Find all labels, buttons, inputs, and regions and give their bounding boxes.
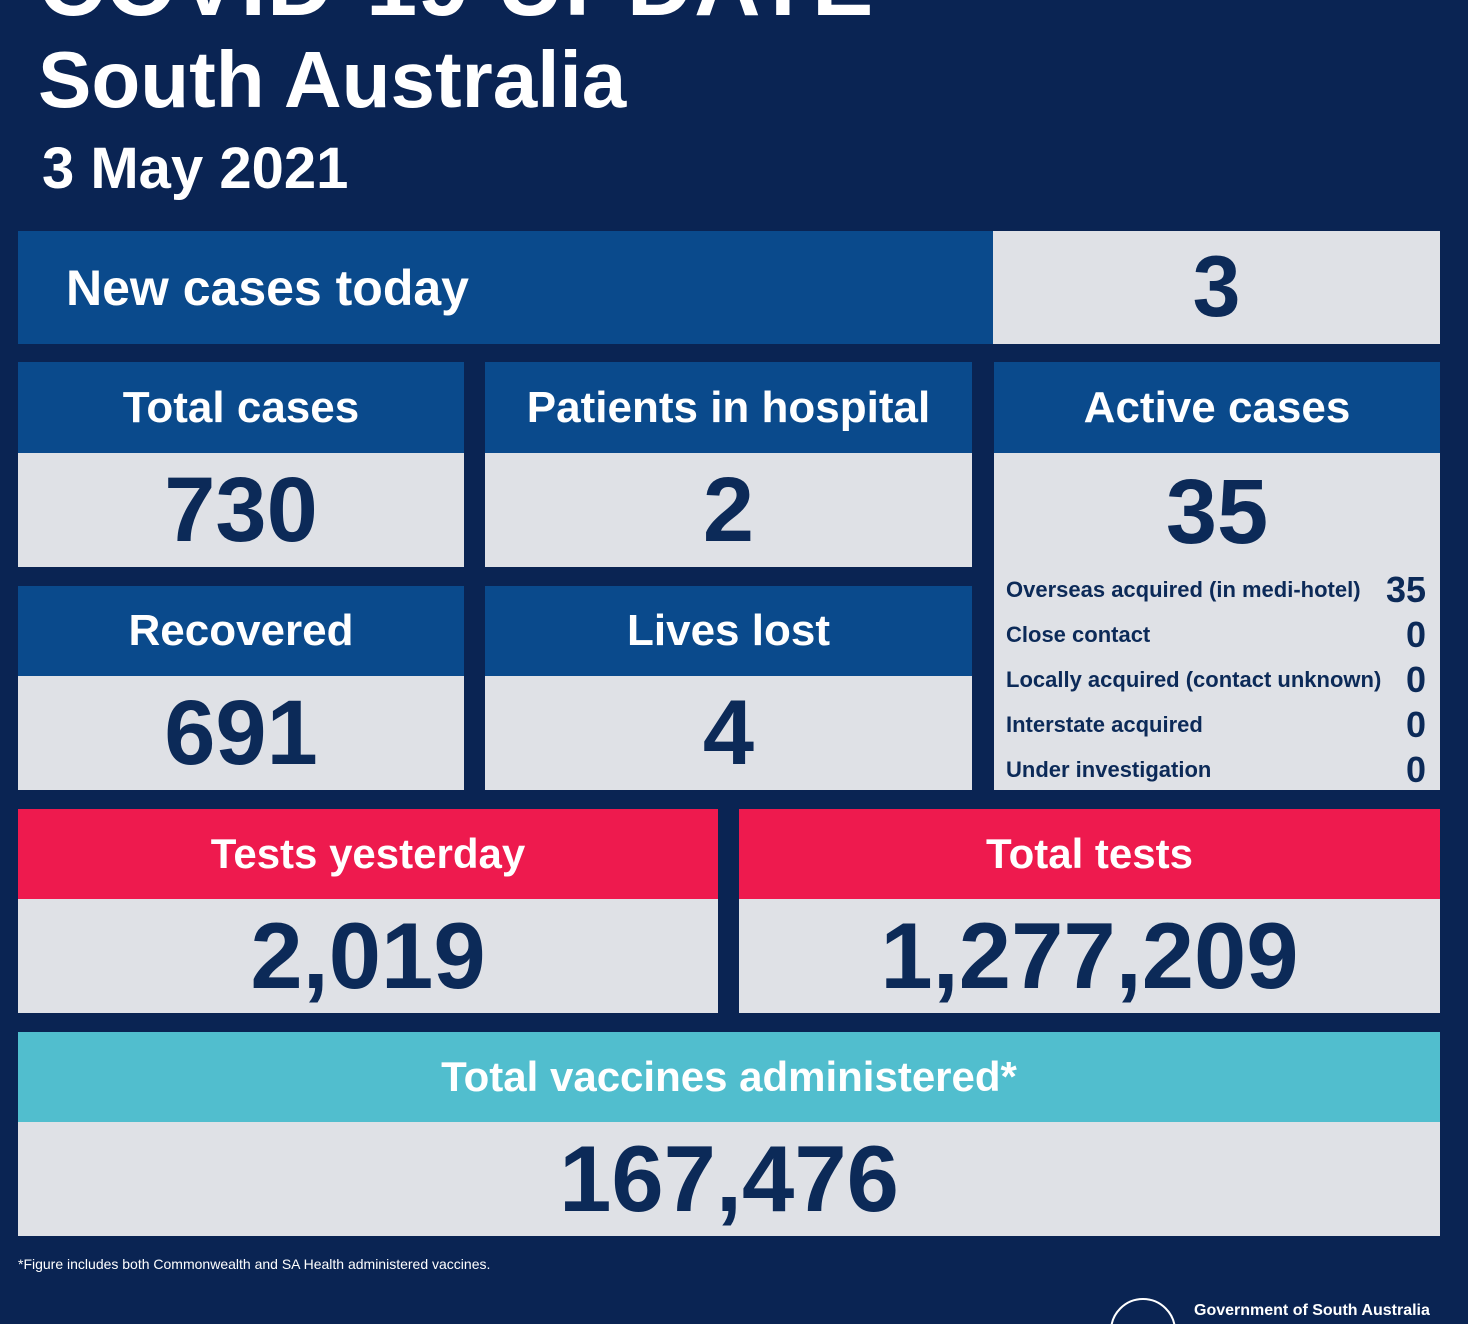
- banner-title: COVID-19 UPDATE: [38, 0, 874, 30]
- tests-yesterday-value: 2,019: [250, 903, 486, 1008]
- breakdown-value: 35: [1385, 569, 1426, 610]
- new-cases-panel: 3: [993, 231, 1440, 344]
- active-cases-value: 35: [1165, 460, 1269, 563]
- new-cases-label-bar: New cases today: [18, 231, 993, 344]
- hospital-label: Patients in hospital: [526, 382, 931, 432]
- breakdown-label: Locally acquired (contact unknown): [1006, 667, 1382, 692]
- breakdown-row-under-investigation: Under investigation 0: [1006, 749, 1426, 790]
- total-tests-panel: 1,277,209: [739, 899, 1440, 1013]
- page-title: South Australia: [38, 35, 627, 124]
- breakdown-row-locally-acquired: Locally acquired (contact unknown) 0: [1006, 659, 1426, 700]
- breakdown-value: 0: [1405, 749, 1426, 790]
- total-cases-value: 730: [164, 458, 318, 561]
- footnote: *Figure includes both Commonwealth and S…: [18, 1256, 491, 1272]
- recovered-panel: 691: [18, 676, 464, 790]
- hospital-label-bar: Patients in hospital: [485, 362, 972, 453]
- vaccines-label-bar: Total vaccines administered*: [18, 1032, 1440, 1122]
- recovered-value: 691: [164, 681, 318, 784]
- breakdown-row-overseas: Overseas acquired (in medi-hotel) 35: [1006, 569, 1426, 610]
- breakdown-row-close-contact: Close contact 0: [1006, 614, 1426, 655]
- report-date: 3 May 2021: [42, 136, 349, 201]
- government-branding: Government of South Australia: [1110, 1298, 1468, 1324]
- government-crest-icon: [1110, 1298, 1176, 1324]
- hospital-panel: 2: [485, 453, 972, 567]
- tests-yesterday-panel: 2,019: [18, 899, 718, 1013]
- recovered-label-bar: Recovered: [18, 586, 464, 676]
- total-cases-label: Total cases: [122, 382, 360, 432]
- breakdown-row-interstate: Interstate acquired 0: [1006, 704, 1426, 745]
- breakdown-value: 0: [1405, 704, 1426, 745]
- new-cases-value: 3: [1192, 239, 1241, 335]
- active-cases-label: Active cases: [1083, 382, 1351, 432]
- active-cases-label-bar: Active cases: [994, 362, 1440, 453]
- lives-lost-label-bar: Lives lost: [485, 586, 972, 676]
- breakdown-value: 0: [1405, 614, 1426, 655]
- lives-lost-value: 4: [702, 681, 755, 784]
- new-cases-label: New cases today: [66, 259, 469, 316]
- breakdown-value: 0: [1405, 659, 1426, 700]
- breakdown-label: Overseas acquired (in medi-hotel): [1006, 577, 1361, 602]
- total-tests-label-bar: Total tests: [739, 809, 1440, 899]
- breakdown-label: Under investigation: [1006, 757, 1212, 782]
- total-cases-label-bar: Total cases: [18, 362, 464, 453]
- vaccines-label: Total vaccines administered*: [441, 1053, 1017, 1100]
- vaccines-panel: 167,476: [18, 1122, 1440, 1236]
- tests-yesterday-label-bar: Tests yesterday: [18, 809, 718, 899]
- total-tests-value: 1,277,209: [880, 903, 1299, 1008]
- tests-yesterday-label: Tests yesterday: [210, 830, 526, 877]
- government-name: Government of South Australia: [1194, 1302, 1430, 1319]
- total-tests-label: Total tests: [986, 830, 1193, 877]
- lives-lost-panel: 4: [485, 676, 972, 790]
- hospital-value: 2: [702, 458, 755, 561]
- active-cases-panel: [994, 453, 1440, 790]
- recovered-label: Recovered: [128, 606, 354, 655]
- breakdown-label: Close contact: [1006, 622, 1151, 647]
- lives-lost-label: Lives lost: [627, 606, 830, 655]
- breakdown-label: Interstate acquired: [1006, 712, 1203, 737]
- total-cases-panel: 730: [18, 453, 464, 567]
- vaccines-value: 167,476: [559, 1126, 899, 1231]
